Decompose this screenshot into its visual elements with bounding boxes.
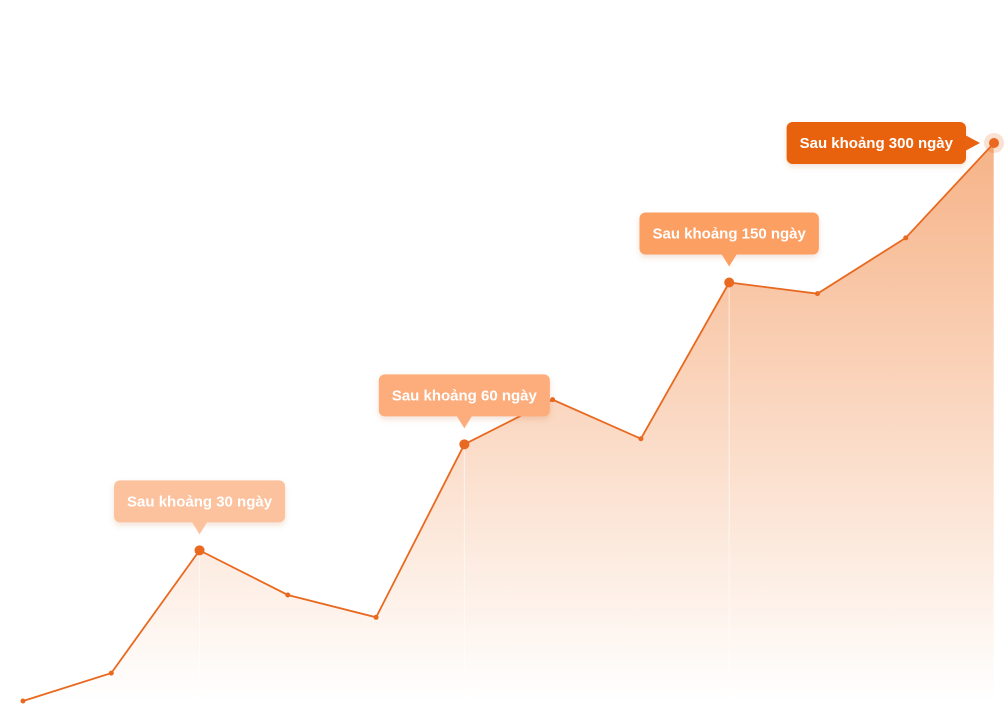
- point: [989, 138, 999, 148]
- point: [194, 545, 205, 556]
- callout-arrow: [721, 253, 738, 267]
- point: [814, 291, 820, 297]
- callout-text: Sau khoảng 30 ngày: [127, 493, 273, 510]
- callout-arrow: [965, 135, 980, 151]
- point: [724, 277, 735, 288]
- callout-text: Sau khoảng 150 ngày: [652, 225, 806, 242]
- callout-arrow: [456, 415, 473, 429]
- callout-box: [114, 480, 286, 523]
- callout-box: [786, 122, 966, 164]
- point: [285, 592, 291, 598]
- callout-text: Sau khoảng 300 ngày: [800, 135, 954, 152]
- callout: Sau khoảng 150 ngày: [639, 212, 819, 267]
- point: [903, 235, 909, 241]
- callout-box: [378, 374, 550, 417]
- point: [459, 439, 470, 450]
- point: [20, 698, 26, 704]
- callout-text: Sau khoảng 60 ngày: [392, 387, 538, 404]
- point: [638, 436, 644, 442]
- callout-box: [639, 212, 819, 255]
- point: [550, 397, 556, 403]
- callout: Sau khoảng 30 ngày: [114, 480, 286, 535]
- callout: Sau khoảng 300 ngày: [786, 122, 980, 164]
- callout: Sau khoảng 60 ngày: [378, 374, 550, 429]
- line: [22, 142, 995, 702]
- point: [108, 670, 114, 676]
- point: [373, 614, 379, 620]
- callout-arrow: [191, 521, 208, 535]
